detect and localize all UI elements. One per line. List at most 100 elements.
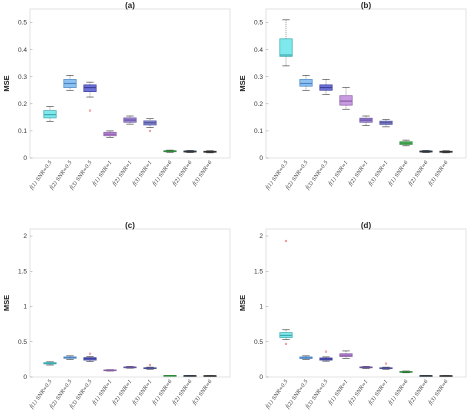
panel-title: (a): [125, 1, 135, 10]
box-9: [203, 375, 217, 377]
y-axis-label: MSE: [238, 295, 247, 311]
box-8: [183, 150, 197, 153]
box-9: [439, 375, 453, 377]
y-tick-label: 1: [23, 304, 27, 311]
box-8: [419, 375, 433, 377]
outlier-point: [88, 109, 92, 112]
x-tick-label: f̂(3) SNR=1: [130, 378, 153, 407]
y-tick-label: 0.3: [18, 74, 27, 81]
panel-title: (b): [361, 1, 372, 10]
box-3: [319, 79, 333, 95]
outlier-point: [148, 129, 152, 133]
iqr-box: [299, 79, 313, 87]
box-9: [439, 150, 453, 154]
box-5: [359, 366, 373, 369]
x-tick-label: f̂(1) SNR=1: [326, 159, 349, 188]
x-tick-label: f̂(3) SNR=6: [426, 377, 450, 407]
y-tick-label: 0: [23, 155, 27, 162]
y-tick-label: 2: [23, 233, 27, 240]
y-tick-label: 0.3: [254, 74, 263, 81]
box-3: [83, 81, 97, 112]
box-3: [319, 350, 333, 362]
y-tick-label: 2: [259, 233, 263, 240]
box-4: [103, 130, 117, 138]
x-tick-label: f̂(2) SNR=1: [110, 159, 133, 188]
outlier-point: [324, 350, 328, 353]
x-tick-label: f̂(2) SNR=1: [346, 159, 369, 188]
box-6: [379, 362, 393, 370]
x-tick-label: f̂(3) SNR=1: [130, 159, 153, 188]
x-tick-label: f̂(1) SNR=6: [150, 158, 174, 188]
x-tick-label: f̂(2) SNR=6: [170, 377, 194, 407]
x-tick-label: f̂(3) SNR=6: [426, 158, 450, 188]
y-tick-label: 0.5: [18, 20, 27, 27]
y-tick-label: 1.5: [254, 268, 263, 275]
outlier-point: [284, 239, 288, 243]
y-tick-label: 0: [259, 155, 263, 162]
y-tick-label: 1.5: [18, 268, 27, 275]
y-tick-label: 0.4: [254, 47, 263, 54]
panel-title: (c): [125, 221, 135, 230]
box-6: [379, 119, 393, 128]
outlier-point: [88, 352, 92, 355]
box-8: [183, 375, 197, 377]
x-tick-label: f̂(1) SNR=6: [386, 377, 410, 407]
iqr-box: [279, 38, 293, 57]
box-3: [83, 352, 97, 362]
outlier-point: [148, 363, 152, 367]
x-tick-label: f̂(2) SNR=1: [110, 378, 133, 407]
box-5: [123, 115, 137, 125]
box-2: [63, 355, 77, 360]
box-4: [103, 369, 117, 372]
box-7: [163, 374, 177, 377]
iqr-box: [339, 95, 353, 106]
x-tick-label: f̂(2) SNR=6: [170, 158, 194, 188]
x-tick-label: f̂(2) SNR=1: [346, 378, 369, 407]
y-tick-label: 0.1: [254, 128, 263, 135]
plot-area-frame: [265, 228, 467, 378]
y-axis-label: MSE: [2, 295, 11, 311]
iqr-box: [83, 84, 97, 92]
x-tick-label: f̂(1) SNR=1: [90, 159, 113, 188]
box-1: [279, 239, 293, 346]
box-5: [359, 115, 373, 126]
y-tick-label: 0: [259, 374, 263, 381]
box-2: [299, 355, 313, 360]
box-9: [203, 150, 217, 154]
x-tick-label: f̂(3) SNR=6: [190, 377, 214, 407]
y-tick-label: 0.5: [18, 339, 27, 346]
y-tick-label: 0.1: [18, 128, 27, 135]
y-tick-label: 0.5: [254, 339, 263, 346]
box-7: [399, 370, 413, 374]
x-tick-label: f̂(1) SNR=6: [386, 158, 410, 188]
x-tick-label: f̂(3) SNR=1: [366, 159, 389, 188]
y-tick-label: 1: [259, 304, 263, 311]
y-axis-label: MSE: [238, 75, 247, 91]
x-tick-label: f̂(3) SNR=6: [190, 158, 214, 188]
box-2: [299, 75, 313, 91]
box-6: [143, 363, 157, 370]
box-8: [419, 150, 433, 153]
outlier-point: [384, 362, 388, 365]
box-2: [63, 75, 77, 91]
y-tick-label: 0.2: [18, 101, 27, 108]
y-axis-label: MSE: [2, 75, 11, 91]
box-4: [339, 350, 353, 359]
box-5: [123, 366, 137, 369]
box-1: [43, 361, 57, 366]
plot-area-frame: [265, 8, 467, 159]
panel-title: (d): [361, 221, 372, 230]
y-tick-label: 0.4: [18, 47, 27, 54]
box-7: [163, 149, 177, 153]
box-1: [43, 106, 57, 122]
plot-area-frame: [29, 8, 231, 159]
outlier-point: [284, 342, 288, 346]
x-tick-label: f̂(1) SNR=1: [326, 378, 349, 407]
x-tick-label: f̂(1) SNR=1: [90, 378, 113, 407]
x-tick-label: f̂(3) SNR=1: [366, 378, 389, 407]
